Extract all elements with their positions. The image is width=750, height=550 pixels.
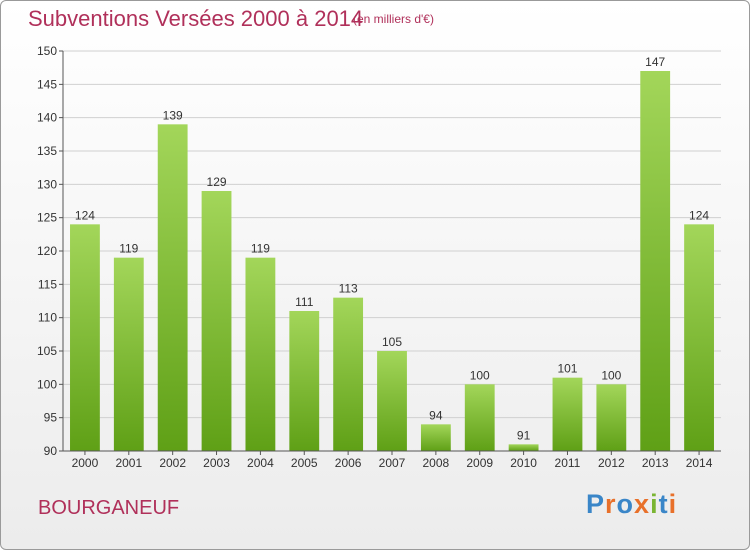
x-tick-label: 2003 — [203, 456, 230, 470]
bar — [70, 224, 100, 451]
y-tick-label: 125 — [37, 211, 57, 225]
bar — [245, 257, 276, 451]
y-tick-label: 115 — [38, 277, 57, 291]
data-label: 100 — [601, 368, 621, 382]
y-tick-label: 110 — [38, 311, 57, 325]
x-tick-label: 2006 — [335, 456, 362, 470]
y-tick-label: 145 — [37, 77, 57, 91]
x-tick-label: 2014 — [686, 456, 713, 470]
logo-letter: t — [658, 489, 669, 519]
logo-letter: r — [605, 489, 617, 519]
bar — [596, 384, 627, 451]
x-tick-label: 2013 — [642, 456, 669, 470]
x-tick-label: 2011 — [555, 456, 581, 470]
chart-subtitle: (en milliers d'€) — [353, 12, 434, 26]
logo-letter: o — [616, 489, 635, 519]
bar — [640, 71, 671, 451]
y-tick-label: 135 — [37, 144, 57, 158]
bar — [113, 257, 144, 451]
x-tick-label: 2009 — [466, 456, 493, 470]
bar — [508, 444, 539, 451]
x-tick-label: 2012 — [598, 456, 625, 470]
logo-letter: i — [650, 489, 659, 519]
x-tick-label: 2000 — [72, 456, 99, 470]
logo-letter: P — [586, 489, 606, 519]
y-tick-label: 95 — [44, 411, 58, 425]
bar — [552, 377, 583, 451]
bar — [157, 124, 188, 451]
data-label: 147 — [645, 55, 665, 69]
bars: 124 119 139 129 119 111 113 105 94 100 91 101 100 147… — [70, 55, 714, 451]
bar — [377, 351, 407, 451]
data-label: 124 — [75, 208, 95, 222]
proxiti-logo[interactable]: Proxiti — [586, 489, 677, 520]
data-label: 111 — [295, 295, 314, 309]
bar — [684, 224, 714, 451]
bar — [289, 311, 320, 451]
y-tick-label: 90 — [44, 444, 58, 458]
y-tick-label: 105 — [37, 344, 57, 358]
y-tick-label: 120 — [37, 244, 57, 258]
bar — [420, 424, 451, 451]
data-label: 129 — [207, 175, 227, 189]
data-label: 119 — [251, 242, 270, 256]
data-label: 101 — [557, 362, 577, 376]
y-tick-label: 150 — [37, 44, 57, 58]
x-tick-label: 2002 — [159, 456, 186, 470]
x-tick-label: 2001 — [115, 456, 142, 470]
data-label: 105 — [382, 335, 402, 349]
x-tick-label: 2010 — [510, 456, 537, 470]
y-tick-label: 130 — [37, 177, 57, 191]
bar — [201, 191, 232, 451]
bar — [464, 384, 495, 451]
data-label: 94 — [429, 408, 443, 422]
x-tick-label: 2008 — [423, 456, 450, 470]
data-label: 119 — [119, 242, 138, 256]
data-label: 139 — [163, 108, 183, 122]
data-label: 124 — [689, 208, 709, 222]
x-tick-label: 2005 — [291, 456, 318, 470]
x-tick-label: 2007 — [379, 456, 406, 470]
y-tick-label: 100 — [37, 377, 57, 391]
y-tick-label: 140 — [37, 111, 57, 125]
logo-letter: x — [634, 489, 651, 519]
commune-label: BOURGANEUF — [38, 497, 180, 519]
data-label: 100 — [470, 368, 490, 382]
chart-title: Subventions Versées 2000 à 2014 — [28, 6, 364, 31]
x-tick-label: 2004 — [247, 456, 274, 470]
logo-letter: i — [668, 489, 678, 519]
data-label: 91 — [517, 428, 531, 442]
axes: 90 95 100 105 110 115 120 125 130 135 140 145 150 200… — [37, 44, 721, 470]
data-label: 113 — [339, 282, 358, 296]
bar — [333, 297, 364, 451]
